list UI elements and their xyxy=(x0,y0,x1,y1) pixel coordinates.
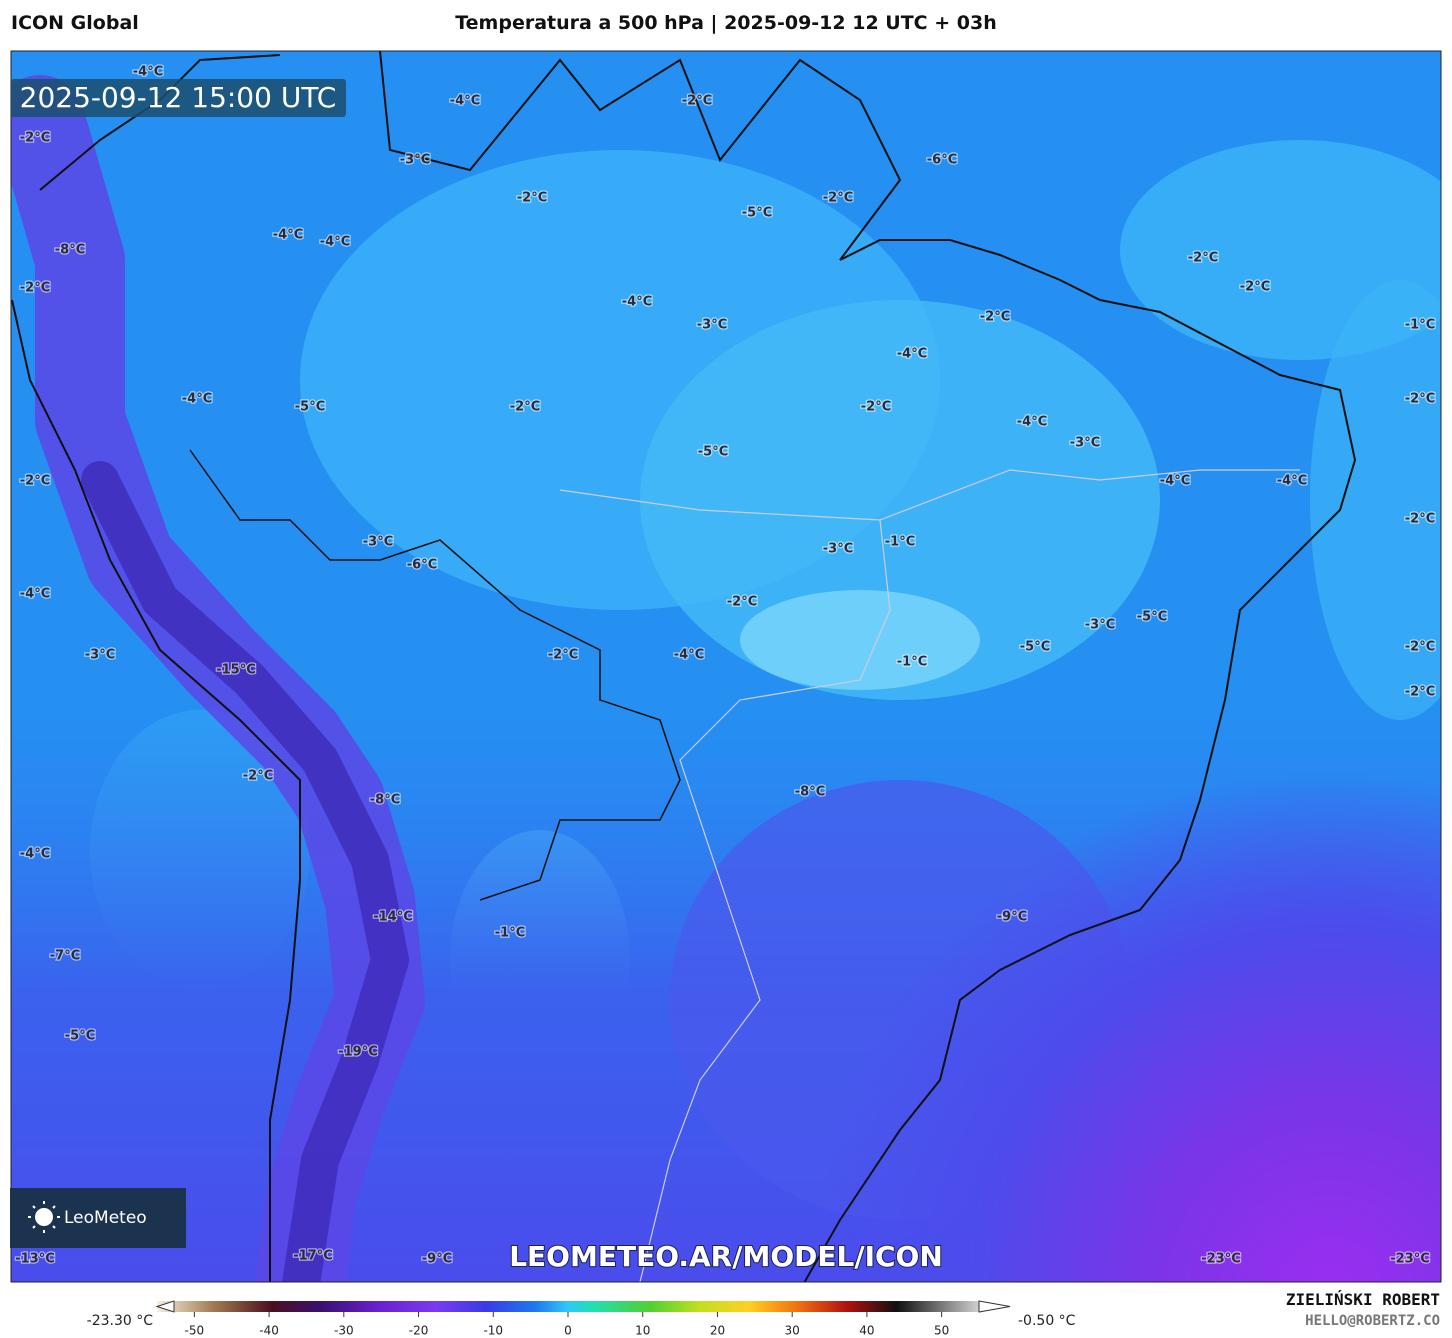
isotherm-label: -1°C xyxy=(897,655,927,670)
isotherm-label: -3°C xyxy=(823,542,853,557)
isotherm-label: -6°C xyxy=(927,153,957,168)
isotherm-label: -4°C xyxy=(1017,415,1047,430)
logo-text: LeoMeteo xyxy=(64,1208,147,1228)
isotherm-label: -2°C xyxy=(510,400,540,415)
isotherm-label: -3°C xyxy=(1070,436,1100,451)
isotherm-label: -1°C xyxy=(1405,318,1435,333)
isotherm-label: -4°C xyxy=(20,847,50,862)
colorbar-max: -0.50 °C xyxy=(1018,1313,1076,1329)
colorbar-tick-label: -10 xyxy=(483,1324,503,1338)
isotherm-label: -1°C xyxy=(495,926,525,941)
isotherm-label: -8°C xyxy=(55,243,85,258)
author: ZIELIŃSKI ROBERT xyxy=(1285,1290,1440,1309)
isotherm-label: -3°C xyxy=(363,535,393,550)
isotherm-label: -2°C xyxy=(243,769,273,784)
isotherm-label: -14°C xyxy=(373,910,413,925)
colorbar-tick-label: 10 xyxy=(635,1324,650,1338)
map-title: Temperatura a 500 hPa | 2025-09-12 12 UT… xyxy=(455,12,997,34)
isotherm-label: -5°C xyxy=(698,445,728,460)
colorbar-tick-label: -30 xyxy=(334,1324,354,1338)
isotherm-label: -2°C xyxy=(1405,392,1435,407)
isotherm-label: -2°C xyxy=(1405,512,1435,527)
isotherm-label: -5°C xyxy=(742,206,772,221)
colorbar-tick-label: -50 xyxy=(185,1324,205,1338)
isotherm-label: -2°C xyxy=(1405,640,1435,655)
isotherm-label: -23°C xyxy=(1201,1252,1241,1267)
isotherm-label: -3°C xyxy=(697,318,727,333)
isotherm-label: -3°C xyxy=(1085,618,1115,633)
isotherm-label: -7°C xyxy=(50,949,80,964)
isotherm-label: -2°C xyxy=(727,595,757,610)
isotherm-label: -2°C xyxy=(823,191,853,206)
isotherm-label: -9°C xyxy=(997,910,1027,925)
isotherm-label: -6°C xyxy=(407,558,437,573)
isotherm-label: -5°C xyxy=(295,400,325,415)
isotherm-label: -15°C xyxy=(216,663,256,678)
colorbar-tick-label: -40 xyxy=(259,1324,279,1338)
isotherm-label: -4°C xyxy=(450,94,480,109)
logo-sun xyxy=(35,1208,53,1226)
isotherm-label: -2°C xyxy=(682,94,712,109)
isotherm-label: -4°C xyxy=(622,295,652,310)
isotherm-label: -2°C xyxy=(548,648,578,663)
isotherm-label: -5°C xyxy=(1137,610,1167,625)
colorbar-min: -23.30 °C xyxy=(87,1313,154,1329)
isotherm-label: -3°C xyxy=(85,648,115,663)
isotherm-label: -2°C xyxy=(1240,280,1270,295)
map-field xyxy=(11,51,1441,1282)
isotherm-label: -4°C xyxy=(674,648,704,663)
isotherm-label: -23°C xyxy=(1390,1252,1430,1267)
isotherm-label: -2°C xyxy=(980,310,1010,325)
isotherm-label: -4°C xyxy=(1160,474,1190,489)
isotherm-label: -2°C xyxy=(861,400,891,415)
isotherm-label: -8°C xyxy=(795,785,825,800)
isotherm-label: -9°C xyxy=(422,1252,452,1267)
colorbar-tick-label: 20 xyxy=(710,1324,725,1338)
isotherm-label: -4°C xyxy=(182,392,212,407)
contact: HELLO@ROBERTZ.CO xyxy=(1305,1313,1440,1329)
isotherm-label: -4°C xyxy=(133,65,163,80)
isotherm-label: -1°C xyxy=(885,535,915,550)
isotherm-label: -2°C xyxy=(1188,251,1218,266)
model-name: ICON Global xyxy=(11,12,139,34)
colorbar xyxy=(157,1301,979,1312)
watermark: LEOMETEO.AR/MODEL/ICON xyxy=(509,1240,943,1273)
isotherm-label: -13°C xyxy=(15,1252,55,1267)
isotherm-label: -4°C xyxy=(897,347,927,362)
isotherm-label: -4°C xyxy=(20,587,50,602)
isotherm-label: -2°C xyxy=(1405,685,1435,700)
isotherm-label: -5°C xyxy=(1020,640,1050,655)
isotherm-label: -4°C xyxy=(320,235,350,250)
isotherm-label: -17°C xyxy=(293,1249,333,1264)
colorbar-tick-label: -20 xyxy=(409,1324,429,1338)
colorbar-tick-label: 0 xyxy=(564,1324,572,1338)
isotherm-label: -2°C xyxy=(20,281,50,296)
isotherm-label: -4°C xyxy=(1277,474,1307,489)
isotherm-label: -3°C xyxy=(400,153,430,168)
colorbar-tick-label: 40 xyxy=(859,1324,874,1338)
isotherm-label: -5°C xyxy=(65,1029,95,1044)
isotherm-label: -2°C xyxy=(20,474,50,489)
isotherm-label: -2°C xyxy=(517,191,547,206)
isotherm-label: -19°C xyxy=(338,1045,378,1060)
colorbar-tick-label: 50 xyxy=(934,1324,949,1338)
isotherm-label: -2°C xyxy=(20,131,50,146)
isotherm-label: -8°C xyxy=(370,793,400,808)
colorbar-tick-label: 30 xyxy=(785,1324,800,1338)
isotherm-label: -4°C xyxy=(273,228,303,243)
timestamp: 2025-09-12 15:00 UTC xyxy=(20,81,337,114)
